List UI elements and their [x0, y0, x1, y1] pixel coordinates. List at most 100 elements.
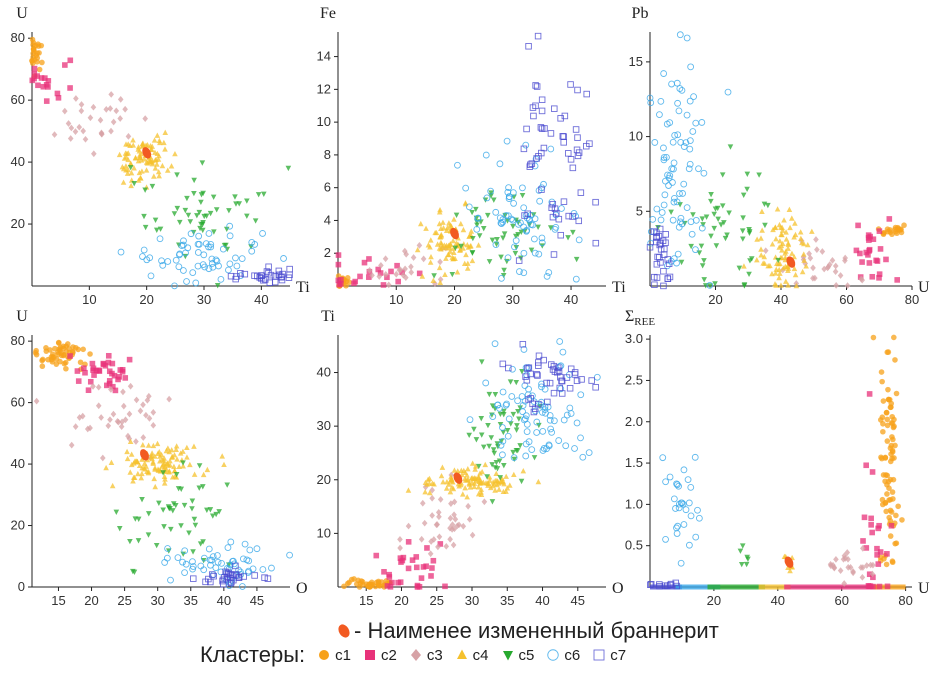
data-point-c2 [876, 228, 883, 234]
data-point-c6 [499, 388, 507, 396]
cluster-legend: Кластеры: c1 c2 c3 c4 c5 c6 c7 [200, 642, 626, 668]
legend-label: c6 [564, 646, 581, 664]
data-point-c6 [579, 453, 587, 461]
data-point-c7 [548, 204, 555, 211]
data-point-c6 [538, 380, 545, 388]
data-point-c7 [515, 257, 523, 264]
data-point-c6 [567, 410, 575, 417]
data-point-c3 [807, 254, 814, 262]
data-point-c5 [185, 212, 192, 219]
scatter-panel-6: 20 40 60 80 0.5 1.0 1.5 2.0 2.5 3.0 ΣREE U [625, 308, 930, 608]
data-point-c3 [449, 521, 456, 528]
data-point-c3 [870, 561, 876, 569]
data-point-c5 [513, 447, 520, 454]
data-point-c4 [149, 450, 155, 456]
data-point-c4 [143, 142, 149, 148]
data-point-c2 [874, 545, 880, 552]
data-point-c1 [884, 416, 891, 423]
data-point-c3 [433, 521, 440, 529]
data-point-c6 [670, 198, 678, 206]
series-c4 [103, 438, 227, 490]
data-point-c6 [562, 442, 570, 450]
data-point-c1 [69, 348, 76, 355]
data-point-c7 [573, 146, 581, 154]
data-point-c6 [167, 576, 174, 584]
data-point-c5 [699, 216, 706, 222]
data-point-c5 [507, 379, 514, 385]
data-point-c3 [140, 401, 146, 409]
y-tick-label: 4 [324, 212, 331, 227]
data-point-c2 [863, 462, 869, 469]
data-point-c5 [260, 191, 267, 197]
data-point-c4 [109, 482, 116, 489]
data-point-c4 [776, 266, 782, 273]
data-point-c4 [784, 263, 791, 270]
data-point-c3 [762, 247, 769, 255]
x-tick-label: 30 [197, 292, 211, 307]
data-point-c3 [72, 128, 79, 135]
data-point-c4 [436, 245, 443, 251]
data-point-c7 [530, 112, 537, 120]
data-point-c1 [889, 489, 896, 495]
data-point-c4 [123, 163, 129, 169]
data-point-c4 [804, 241, 811, 248]
data-point-c2 [399, 557, 406, 564]
data-point-c4 [173, 443, 180, 449]
data-point-c5 [113, 509, 120, 516]
data-point-c4 [772, 270, 779, 276]
data-point-c6 [205, 265, 213, 273]
data-point-c7 [251, 572, 258, 579]
data-point-c4 [414, 246, 421, 253]
data-point-c6 [499, 451, 506, 459]
data-point-c4 [759, 208, 765, 214]
data-point-c5 [518, 478, 525, 485]
data-point-c4 [787, 224, 793, 231]
y-tick-label: 80 [11, 333, 25, 348]
data-point-c5 [145, 511, 152, 517]
data-point-c6 [194, 249, 202, 256]
data-point-c5 [489, 499, 496, 505]
data-point-c7 [499, 360, 507, 368]
data-point-c6 [674, 250, 682, 258]
data-point-c5 [244, 213, 250, 219]
data-point-c5 [160, 470, 166, 476]
data-point-c6 [158, 257, 165, 265]
data-point-c5 [501, 267, 507, 274]
data-point-c5 [746, 271, 752, 278]
x-tick-label: 60 [834, 593, 848, 608]
data-point-c4 [151, 475, 158, 482]
data-point-c6 [497, 441, 505, 449]
data-point-c4 [419, 273, 426, 279]
data-point-c4 [436, 209, 443, 215]
data-point-c2 [116, 374, 122, 380]
data-point-c7 [251, 272, 258, 279]
data-point-c4 [787, 567, 793, 574]
data-point-c3 [421, 519, 428, 527]
data-point-c4 [467, 243, 474, 249]
data-point-c6 [558, 205, 565, 212]
data-point-c3 [429, 512, 435, 519]
data-point-c5 [741, 283, 748, 289]
data-point-c1 [45, 356, 51, 363]
data-point-c3 [144, 396, 151, 404]
data-point-c4 [131, 474, 138, 480]
data-point-c3 [841, 580, 848, 587]
data-point-c4 [520, 468, 527, 474]
series-c7 [646, 225, 674, 290]
data-point-c4 [779, 227, 786, 233]
data-point-c4 [471, 483, 478, 490]
data-point-c4 [472, 466, 478, 472]
data-point-c4 [174, 456, 180, 462]
data-point-c6 [218, 559, 225, 567]
data-point-c4 [221, 461, 227, 468]
data-point-c7 [554, 364, 562, 371]
data-point-c5 [708, 233, 714, 239]
series-c1 [29, 36, 45, 79]
x-tick-label: 40 [564, 292, 578, 307]
data-point-c5 [744, 186, 750, 193]
y-tick-label: 20 [11, 518, 25, 533]
data-point-c2 [859, 259, 865, 265]
data-point-c6 [209, 553, 217, 561]
data-point-c5 [486, 443, 492, 450]
data-point-c7 [523, 377, 531, 384]
